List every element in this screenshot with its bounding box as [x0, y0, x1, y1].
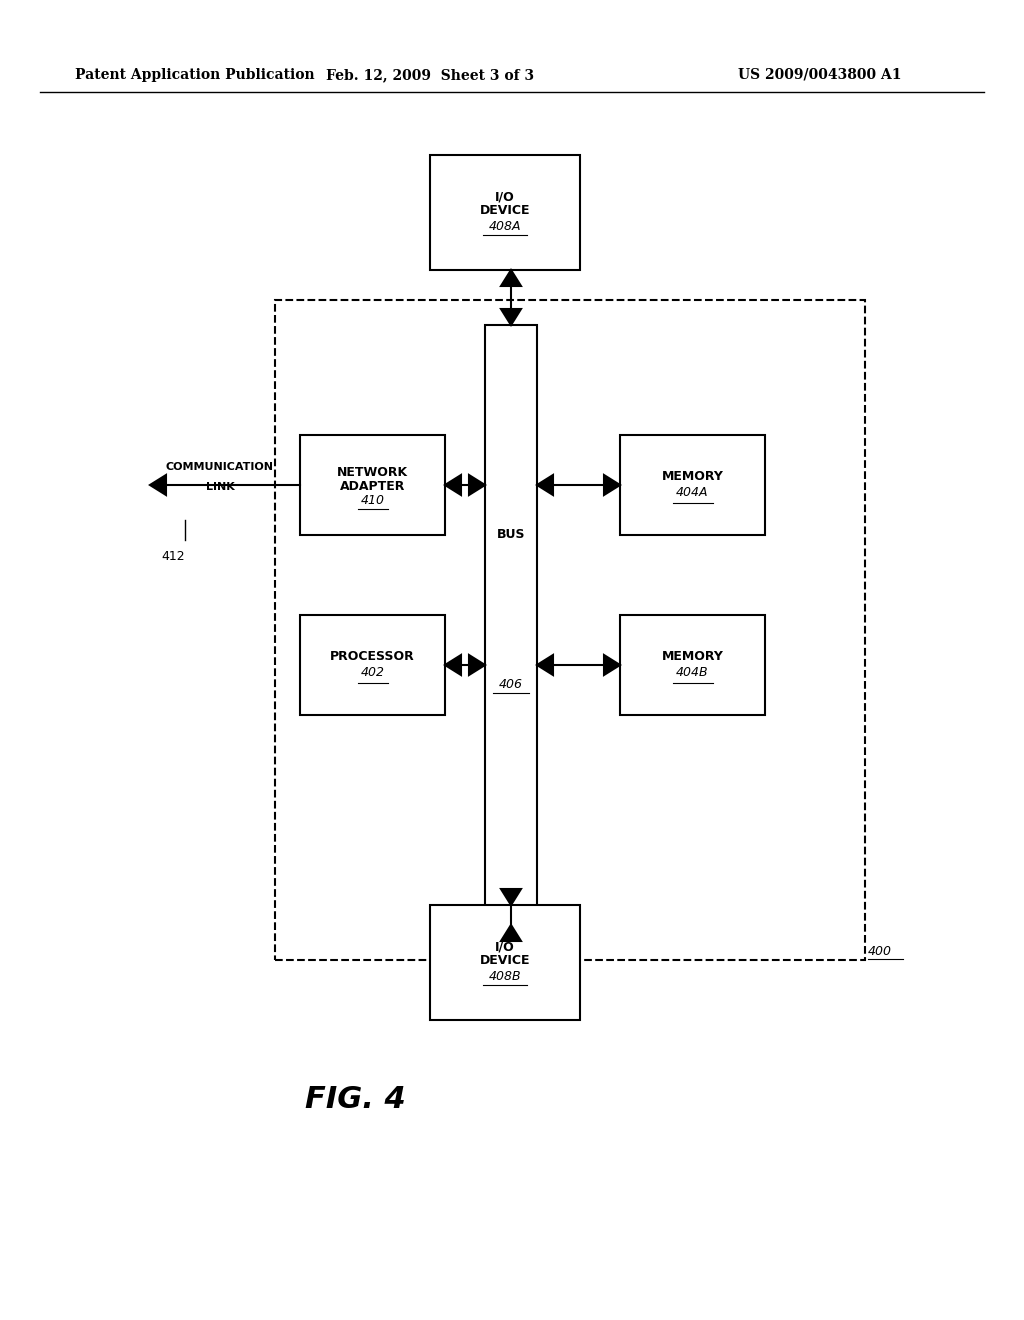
- Bar: [430, 906, 580, 1020]
- Text: DEVICE: DEVICE: [480, 954, 530, 968]
- Polygon shape: [537, 475, 553, 495]
- Polygon shape: [469, 655, 485, 675]
- Bar: [620, 436, 765, 535]
- Text: 408B: 408B: [488, 970, 521, 983]
- Text: 404A: 404A: [676, 487, 709, 499]
- Text: 402: 402: [360, 667, 384, 680]
- Polygon shape: [501, 309, 521, 325]
- Text: PROCESSOR: PROCESSOR: [330, 651, 415, 664]
- Text: COMMUNICATION: COMMUNICATION: [166, 462, 274, 473]
- Text: Feb. 12, 2009  Sheet 3 of 3: Feb. 12, 2009 Sheet 3 of 3: [326, 69, 535, 82]
- Text: MEMORY: MEMORY: [662, 470, 723, 483]
- Text: I/O: I/O: [496, 940, 515, 953]
- Polygon shape: [501, 925, 521, 941]
- Polygon shape: [604, 655, 620, 675]
- Polygon shape: [445, 655, 461, 675]
- Polygon shape: [469, 475, 485, 495]
- Bar: [620, 615, 765, 715]
- Text: 400: 400: [868, 945, 892, 958]
- Text: ADAPTER: ADAPTER: [340, 479, 406, 492]
- Bar: [300, 436, 445, 535]
- Text: 404B: 404B: [676, 667, 709, 680]
- Text: 412: 412: [161, 550, 184, 564]
- Text: 410: 410: [360, 495, 384, 507]
- Text: I/O: I/O: [496, 190, 515, 203]
- Polygon shape: [501, 271, 521, 286]
- Text: BUS: BUS: [497, 528, 525, 541]
- Text: US 2009/0043800 A1: US 2009/0043800 A1: [738, 69, 902, 82]
- Text: DEVICE: DEVICE: [480, 205, 530, 216]
- Polygon shape: [445, 475, 461, 495]
- Text: MEMORY: MEMORY: [662, 651, 723, 664]
- Polygon shape: [604, 475, 620, 495]
- Polygon shape: [537, 655, 553, 675]
- Polygon shape: [501, 888, 521, 906]
- Bar: [430, 154, 580, 271]
- Bar: [300, 615, 445, 715]
- Text: 406: 406: [499, 678, 523, 692]
- Text: LINK: LINK: [206, 482, 234, 492]
- Polygon shape: [150, 475, 166, 495]
- Text: Patent Application Publication: Patent Application Publication: [75, 69, 314, 82]
- Text: NETWORK: NETWORK: [337, 466, 408, 479]
- Text: FIG. 4: FIG. 4: [304, 1085, 406, 1114]
- Bar: [275, 300, 865, 960]
- Text: 408A: 408A: [488, 220, 521, 234]
- Bar: [485, 325, 537, 925]
